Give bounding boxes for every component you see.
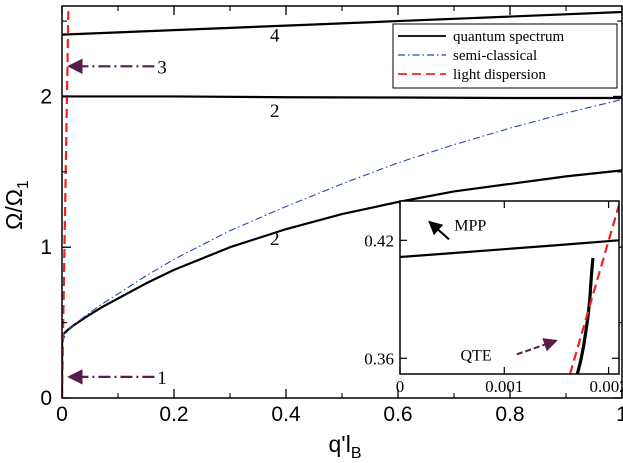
inset-y-tick-label: 0.42 xyxy=(364,231,394,250)
x-axis-title: q'lB xyxy=(329,431,362,462)
y-axis-title: Ω/Ω1 xyxy=(1,180,32,230)
inset-y-tick-label: 0.36 xyxy=(364,349,394,368)
inset-annotation-label-mpp: MPP xyxy=(454,218,486,235)
y-axis-title-main: Ω/Ω xyxy=(1,189,27,230)
inset-x-tick-label: 0.001 xyxy=(485,377,523,396)
main-ticks: 0 0.2 0.4 0.6 0.8 1 0 1 2 xyxy=(40,6,623,426)
inset-plot-frame xyxy=(399,200,620,375)
x-tick-label: 0 xyxy=(56,403,68,426)
annotation-label-3: 2 xyxy=(270,101,280,122)
legend-label-semi-classical: semi-classical xyxy=(453,48,537,64)
inset-annotation-label-qte: QTE xyxy=(460,347,491,364)
inset-x-tick-label: 0.002 xyxy=(589,377,623,396)
x-axis-title-subscript: B xyxy=(351,445,362,462)
annotation-label-4: 2 xyxy=(270,229,280,250)
inset-series-layer xyxy=(400,204,619,374)
main-annotations: 4 3 2 2 1 xyxy=(67,26,280,389)
inset-plot-background xyxy=(400,201,619,374)
series-quantum-spectrum-branch-2 xyxy=(62,95,622,100)
x-tick-label: 0.8 xyxy=(495,403,524,426)
x-axis-title-main: q'l xyxy=(329,431,351,457)
inset-series-light-dispersion xyxy=(568,204,619,374)
inset-series-QTE xyxy=(575,257,595,374)
legend-label-quantum-spectrum: quantum spectrum xyxy=(453,29,565,45)
x-tick-label: 0.6 xyxy=(383,403,412,426)
annotation-label-5: 1 xyxy=(157,368,167,389)
inset-annotation-arrow-mpp xyxy=(428,220,450,241)
inset-ticks: 0 0.001 0.002 0.36 0.42 xyxy=(364,201,623,396)
y-axis-title-subscript: 1 xyxy=(15,180,32,189)
legend-box xyxy=(392,23,618,89)
x-tick-label: 1 xyxy=(616,403,623,426)
x-tick-label: 0.2 xyxy=(159,403,188,426)
inset-series-MPP xyxy=(400,239,619,259)
inset-plot: MPP QTE 0 0.001 0.002 0.36 0.42 xyxy=(364,200,623,396)
legend-label-light-dispersion: light dispersion xyxy=(453,67,546,83)
y-tick-label: 2 xyxy=(40,85,52,108)
inset-x-tick-label: 0 xyxy=(396,377,405,396)
series-quantum-spectrum-branch-1 xyxy=(62,169,622,398)
inset-annotation-arrow-qte xyxy=(516,338,558,356)
x-tick-label: 0.4 xyxy=(271,403,301,426)
legend: quantum spectrum semi-classical light di… xyxy=(392,23,618,89)
series-quantum-spectrum-branch-3 xyxy=(62,10,622,36)
inset-annotations: MPP QTE xyxy=(428,218,558,364)
y-tick-label: 1 xyxy=(40,236,52,259)
y-tick-label: 0 xyxy=(40,387,52,410)
series-light-dispersion xyxy=(62,6,70,398)
annotation-label-2: 3 xyxy=(157,57,167,78)
annotation-label-1: 4 xyxy=(270,26,280,47)
